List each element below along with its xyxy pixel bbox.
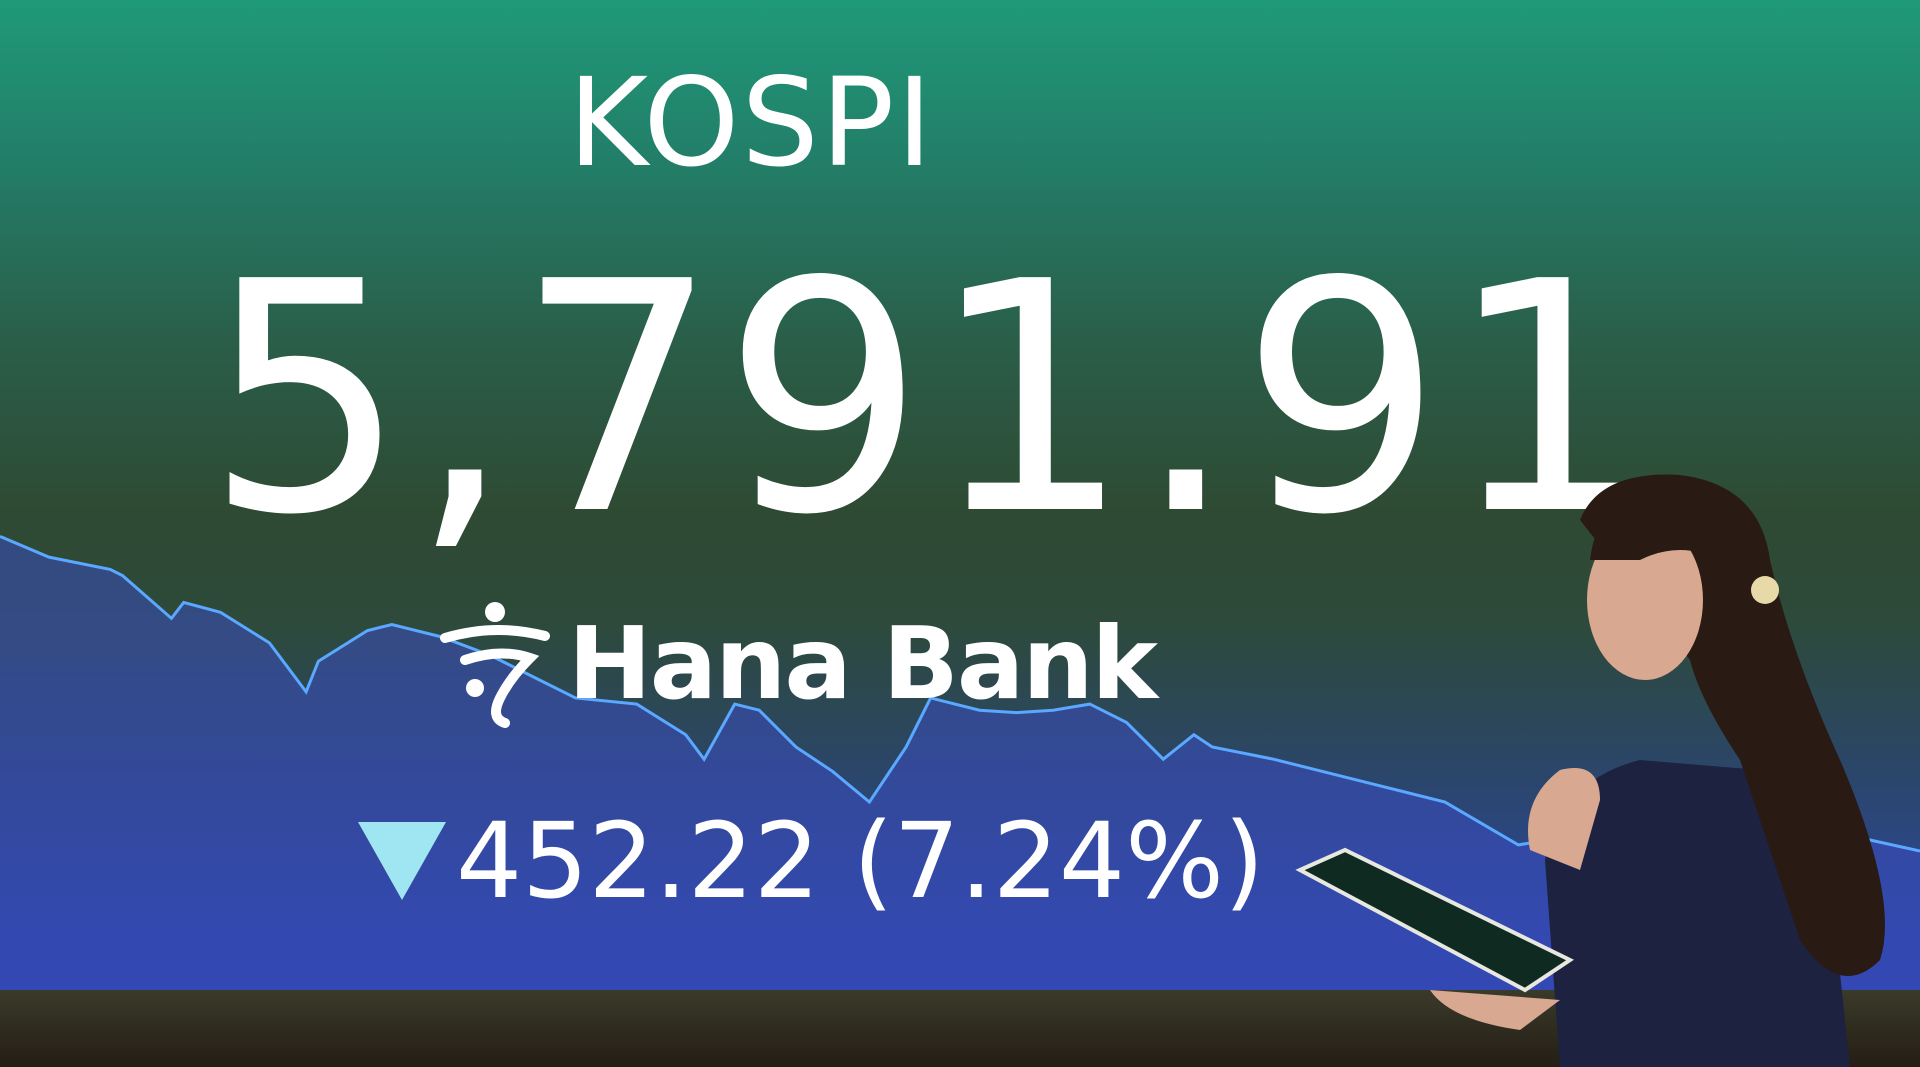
notebook [1295, 847, 1575, 993]
chart-area [0, 536, 1920, 990]
stock-display-screen: KOSPI 5,791.91 Hana Bank 452.22 (7.24%) [0, 52, 1920, 990]
change-value: 452.22 (7.24%) [456, 800, 1265, 922]
hana-bank-logo: Hana Bank [440, 598, 1158, 728]
down-triangle-icon [358, 822, 446, 900]
hair-top [1590, 478, 1722, 560]
hana-logo-icon [440, 602, 550, 728]
chart-line [0, 534, 1920, 853]
index-intraday-chart [0, 534, 1920, 990]
lower-hand [1430, 990, 1560, 1030]
hair-tie [1751, 576, 1779, 604]
raised-hand [1528, 768, 1600, 870]
brand-name: Hana Bank [568, 604, 1158, 722]
index-change: 452.22 (7.24%) [358, 800, 1265, 922]
index-name: KOSPI [568, 52, 935, 194]
index-value: 5,791.91 [205, 214, 1654, 584]
